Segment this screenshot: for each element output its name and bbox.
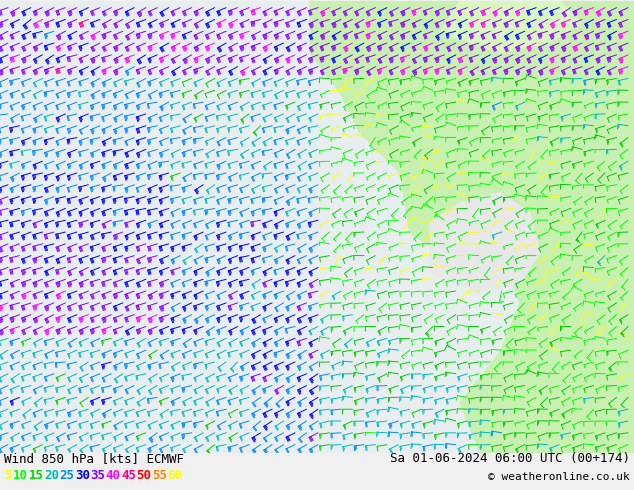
Text: 20: 20 — [44, 469, 59, 482]
Text: 40: 40 — [106, 469, 120, 482]
Polygon shape — [345, 68, 400, 152]
Text: 35: 35 — [90, 469, 105, 482]
Polygon shape — [440, 0, 580, 52]
Text: 10: 10 — [13, 469, 28, 482]
Text: 45: 45 — [121, 469, 136, 482]
Text: 55: 55 — [152, 469, 167, 482]
Text: 15: 15 — [29, 469, 44, 482]
Polygon shape — [430, 193, 540, 293]
Polygon shape — [310, 0, 634, 453]
Text: Wind 850 hPa [kts] ECMWF: Wind 850 hPa [kts] ECMWF — [4, 452, 184, 465]
Text: Sa 01-06-2024 06:00 UTC (00+174): Sa 01-06-2024 06:00 UTC (00+174) — [390, 452, 630, 465]
Text: 5: 5 — [4, 469, 11, 482]
Text: 30: 30 — [75, 469, 90, 482]
Text: 60: 60 — [167, 469, 182, 482]
Text: 50: 50 — [136, 469, 152, 482]
Text: 25: 25 — [60, 469, 74, 482]
Text: © weatheronline.co.uk: © weatheronline.co.uk — [488, 472, 630, 482]
